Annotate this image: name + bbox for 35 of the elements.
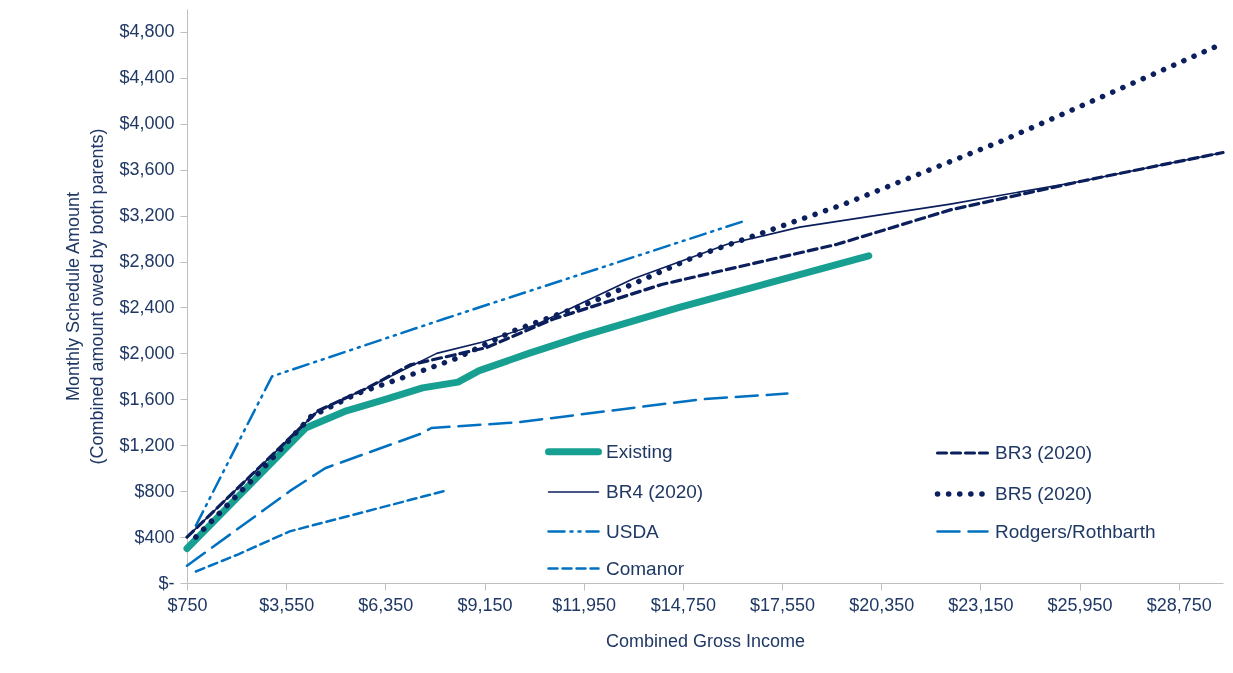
x-tick-label: $28,750 bbox=[1146, 594, 1212, 615]
y-tick-label: $3,600 bbox=[119, 159, 175, 180]
x-axis-title: Combined Gross Income bbox=[605, 630, 806, 651]
legend-label: BR4 (2020) bbox=[606, 481, 704, 502]
x-tick-label: $17,550 bbox=[750, 594, 816, 615]
legend-label: BR3 (2020) bbox=[995, 442, 1093, 463]
x-tick-label: $6,350 bbox=[358, 594, 414, 615]
x-tick-label: $3,550 bbox=[259, 594, 315, 615]
line-series bbox=[194, 220, 745, 527]
legend-label: Rodgers/Rothbarth bbox=[995, 520, 1156, 542]
x-tick-label: $23,150 bbox=[948, 594, 1014, 615]
y-tick-label: $4,000 bbox=[119, 113, 175, 134]
y-tick-label: $400 bbox=[134, 526, 175, 547]
x-tick-label: $25,950 bbox=[1047, 594, 1113, 615]
x-tick-label: $9,150 bbox=[457, 594, 513, 615]
y-tick-label: $2,800 bbox=[119, 251, 175, 272]
y-tick-label: $800 bbox=[134, 480, 175, 501]
legend-label: BR5 (2020) bbox=[995, 483, 1093, 504]
x-tick-label: $14,750 bbox=[650, 594, 716, 615]
x-tick-label: $750 bbox=[167, 594, 208, 615]
x-tick-label: $20,350 bbox=[849, 594, 915, 615]
line-series bbox=[194, 489, 446, 573]
y-tick-label: $2,400 bbox=[119, 296, 175, 317]
y-tick-label: $2,000 bbox=[119, 342, 175, 363]
y-axis-title: Monthly Schedule Amount (Combined amount owed by both parents) bbox=[63, 128, 108, 465]
legend-label: Existing bbox=[606, 440, 673, 462]
legend-label: USDA bbox=[606, 520, 660, 542]
x-tick-label: $11,950 bbox=[552, 594, 617, 615]
y-tick-label: $3,200 bbox=[119, 205, 175, 226]
y-tick-label: $- bbox=[158, 572, 175, 593]
legend-label: Comanor bbox=[606, 557, 685, 579]
y-tick-label: $1,600 bbox=[119, 388, 175, 409]
y-tick-label: $4,800 bbox=[119, 21, 175, 42]
y-tick-label: $1,200 bbox=[119, 434, 175, 455]
y-tick-label: $4,400 bbox=[119, 67, 175, 88]
